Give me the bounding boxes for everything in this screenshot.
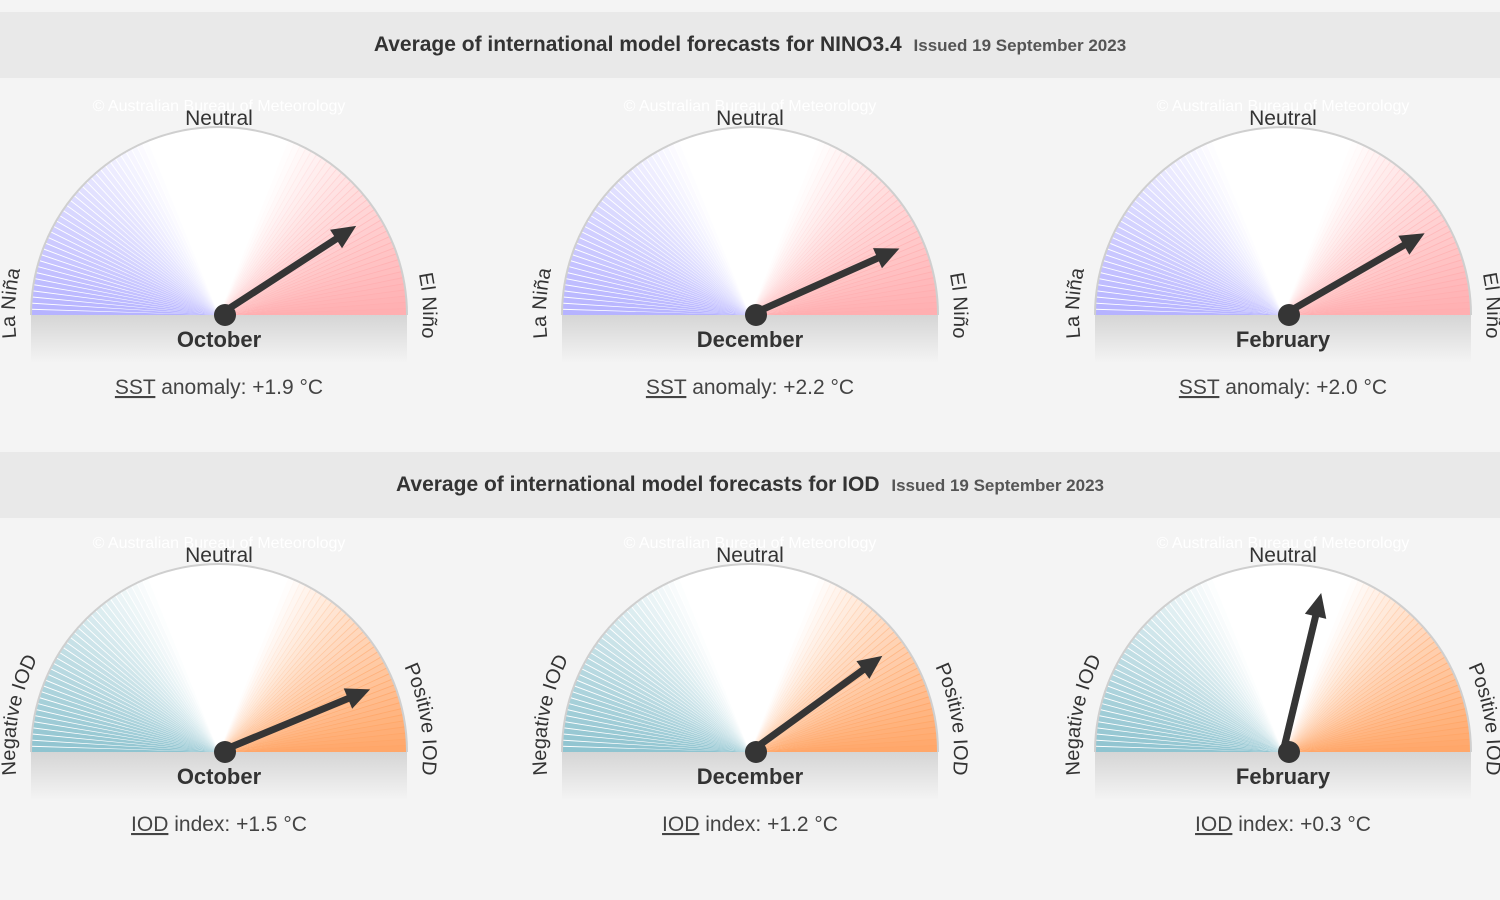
neutral-label: Neutral [716,544,784,567]
readout-value: index: +1.5 °C [168,813,307,836]
readout-abbreviation[interactable]: IOD [662,813,699,836]
gauge-fill [1095,127,1471,315]
watermark-text: © Australian Bureau of Meteorology [624,535,877,552]
forecast-month: October [177,764,262,789]
gauge-rim [1094,126,1472,316]
readout-value: anomaly: +2.2 °C [686,376,854,399]
right-regime-label: El Niño [1478,271,1500,340]
readout-abbreviation[interactable]: SST [646,376,687,399]
gauge-fill [562,127,938,315]
gauge-fill [31,564,407,752]
nino-gauge-december: © Australian Bureau of Meteorology La Niñ… [529,98,971,399]
iod-issued-date: Issued 19 September 2023 [891,476,1104,495]
gauge-rim [30,563,408,753]
right-regime-label: El Niño [414,271,440,340]
value-readout: SST anomaly: +2.2 °C [646,376,854,399]
gauge-fill [562,564,938,752]
needle-pivot [214,741,236,763]
iod-gauge-october: © Australian Bureau of MeteorologyNegati… [0,535,440,836]
left-regime-label: La Niña [529,265,556,339]
watermark-text: © Australian Bureau of Meteorology [93,535,346,552]
value-readout: SST anomaly: +2.0 °C [1179,376,1387,399]
watermark-text: © Australian Bureau of Meteorology [624,98,877,115]
iod-gauge-december: © Australian Bureau of MeteorologyNegati… [529,535,971,836]
forecast-month: February [1236,327,1331,352]
gauge-rim [1094,563,1472,753]
needle-arrowhead [343,688,371,709]
readout-abbreviation[interactable]: IOD [131,813,168,836]
needle-shaft [1281,241,1408,319]
nino-gauge-october: © Australian Bureau of Meteorology La Niñ… [0,98,440,399]
value-readout: SST anomaly: +1.9 °C [115,376,323,399]
value-readout: IOD index: +1.2 °C [662,813,838,836]
needle-shaft [748,254,881,319]
iod-section-title: Average of international model forecasts… [396,473,880,496]
gauge-rim [561,126,939,316]
nino-gauge-february: © Australian Bureau of Meteorology La Niñ… [1062,98,1500,399]
needle-pivot [1278,741,1300,763]
gauge-fill [31,127,407,315]
gauge-rim [30,126,408,316]
watermark-text: © Australian Bureau of Meteorology [1157,535,1410,552]
iod-gauge-february: © Australian Bureau of MeteorologyNegati… [1062,535,1500,836]
forecast-month: October [177,327,262,352]
value-readout: IOD index: +1.5 °C [131,813,307,836]
needle-pivot [745,741,767,763]
needle-shaft [217,694,352,756]
gauge-fill [1095,564,1471,752]
needle-arrowhead [873,248,900,269]
neutral-label: Neutral [185,544,253,567]
right-regime-label: El Niño [945,271,971,340]
value-readout: IOD index: +0.3 °C [1195,813,1371,836]
needle-arrowhead [856,655,883,679]
readout-abbreviation[interactable]: SST [115,376,156,399]
needle-shaft [217,234,340,318]
neutral-label: Neutral [1249,544,1317,567]
needle-pivot [745,304,767,326]
readout-abbreviation[interactable]: SST [1179,376,1220,399]
readout-value: index: +1.2 °C [699,813,838,836]
needle-shaft [1279,613,1320,753]
readout-value: index: +0.3 °C [1232,813,1371,836]
neutral-label: Neutral [716,107,784,130]
iod-section-header: Average of international model forecasts… [0,452,1500,518]
left-regime-label: La Niña [1062,265,1089,339]
forecast-month: February [1236,764,1331,789]
forecast-month: December [697,764,804,789]
left-regime-label: La Niña [0,265,25,339]
watermark-text: © Australian Bureau of Meteorology [93,98,346,115]
needle-arrowhead [1398,233,1425,255]
needle-shaft [747,665,867,755]
needle-arrowhead [1304,592,1327,619]
nino-section-header: Average of international model forecasts… [0,12,1500,78]
neutral-label: Neutral [185,107,253,130]
readout-abbreviation[interactable]: IOD [1195,813,1232,836]
needle-pivot [1278,304,1300,326]
neutral-label: Neutral [1249,107,1317,130]
needle-pivot [214,304,236,326]
watermark-text: © Australian Bureau of Meteorology [1157,98,1410,115]
nino-issued-date: Issued 19 September 2023 [913,36,1127,55]
forecast-month: December [697,327,804,352]
needle-arrowhead [330,225,357,249]
nino-section-title: Average of international model forecasts… [373,33,902,56]
readout-value: anomaly: +1.9 °C [155,376,323,399]
readout-value: anomaly: +2.0 °C [1219,376,1387,399]
gauge-rim [561,563,939,753]
